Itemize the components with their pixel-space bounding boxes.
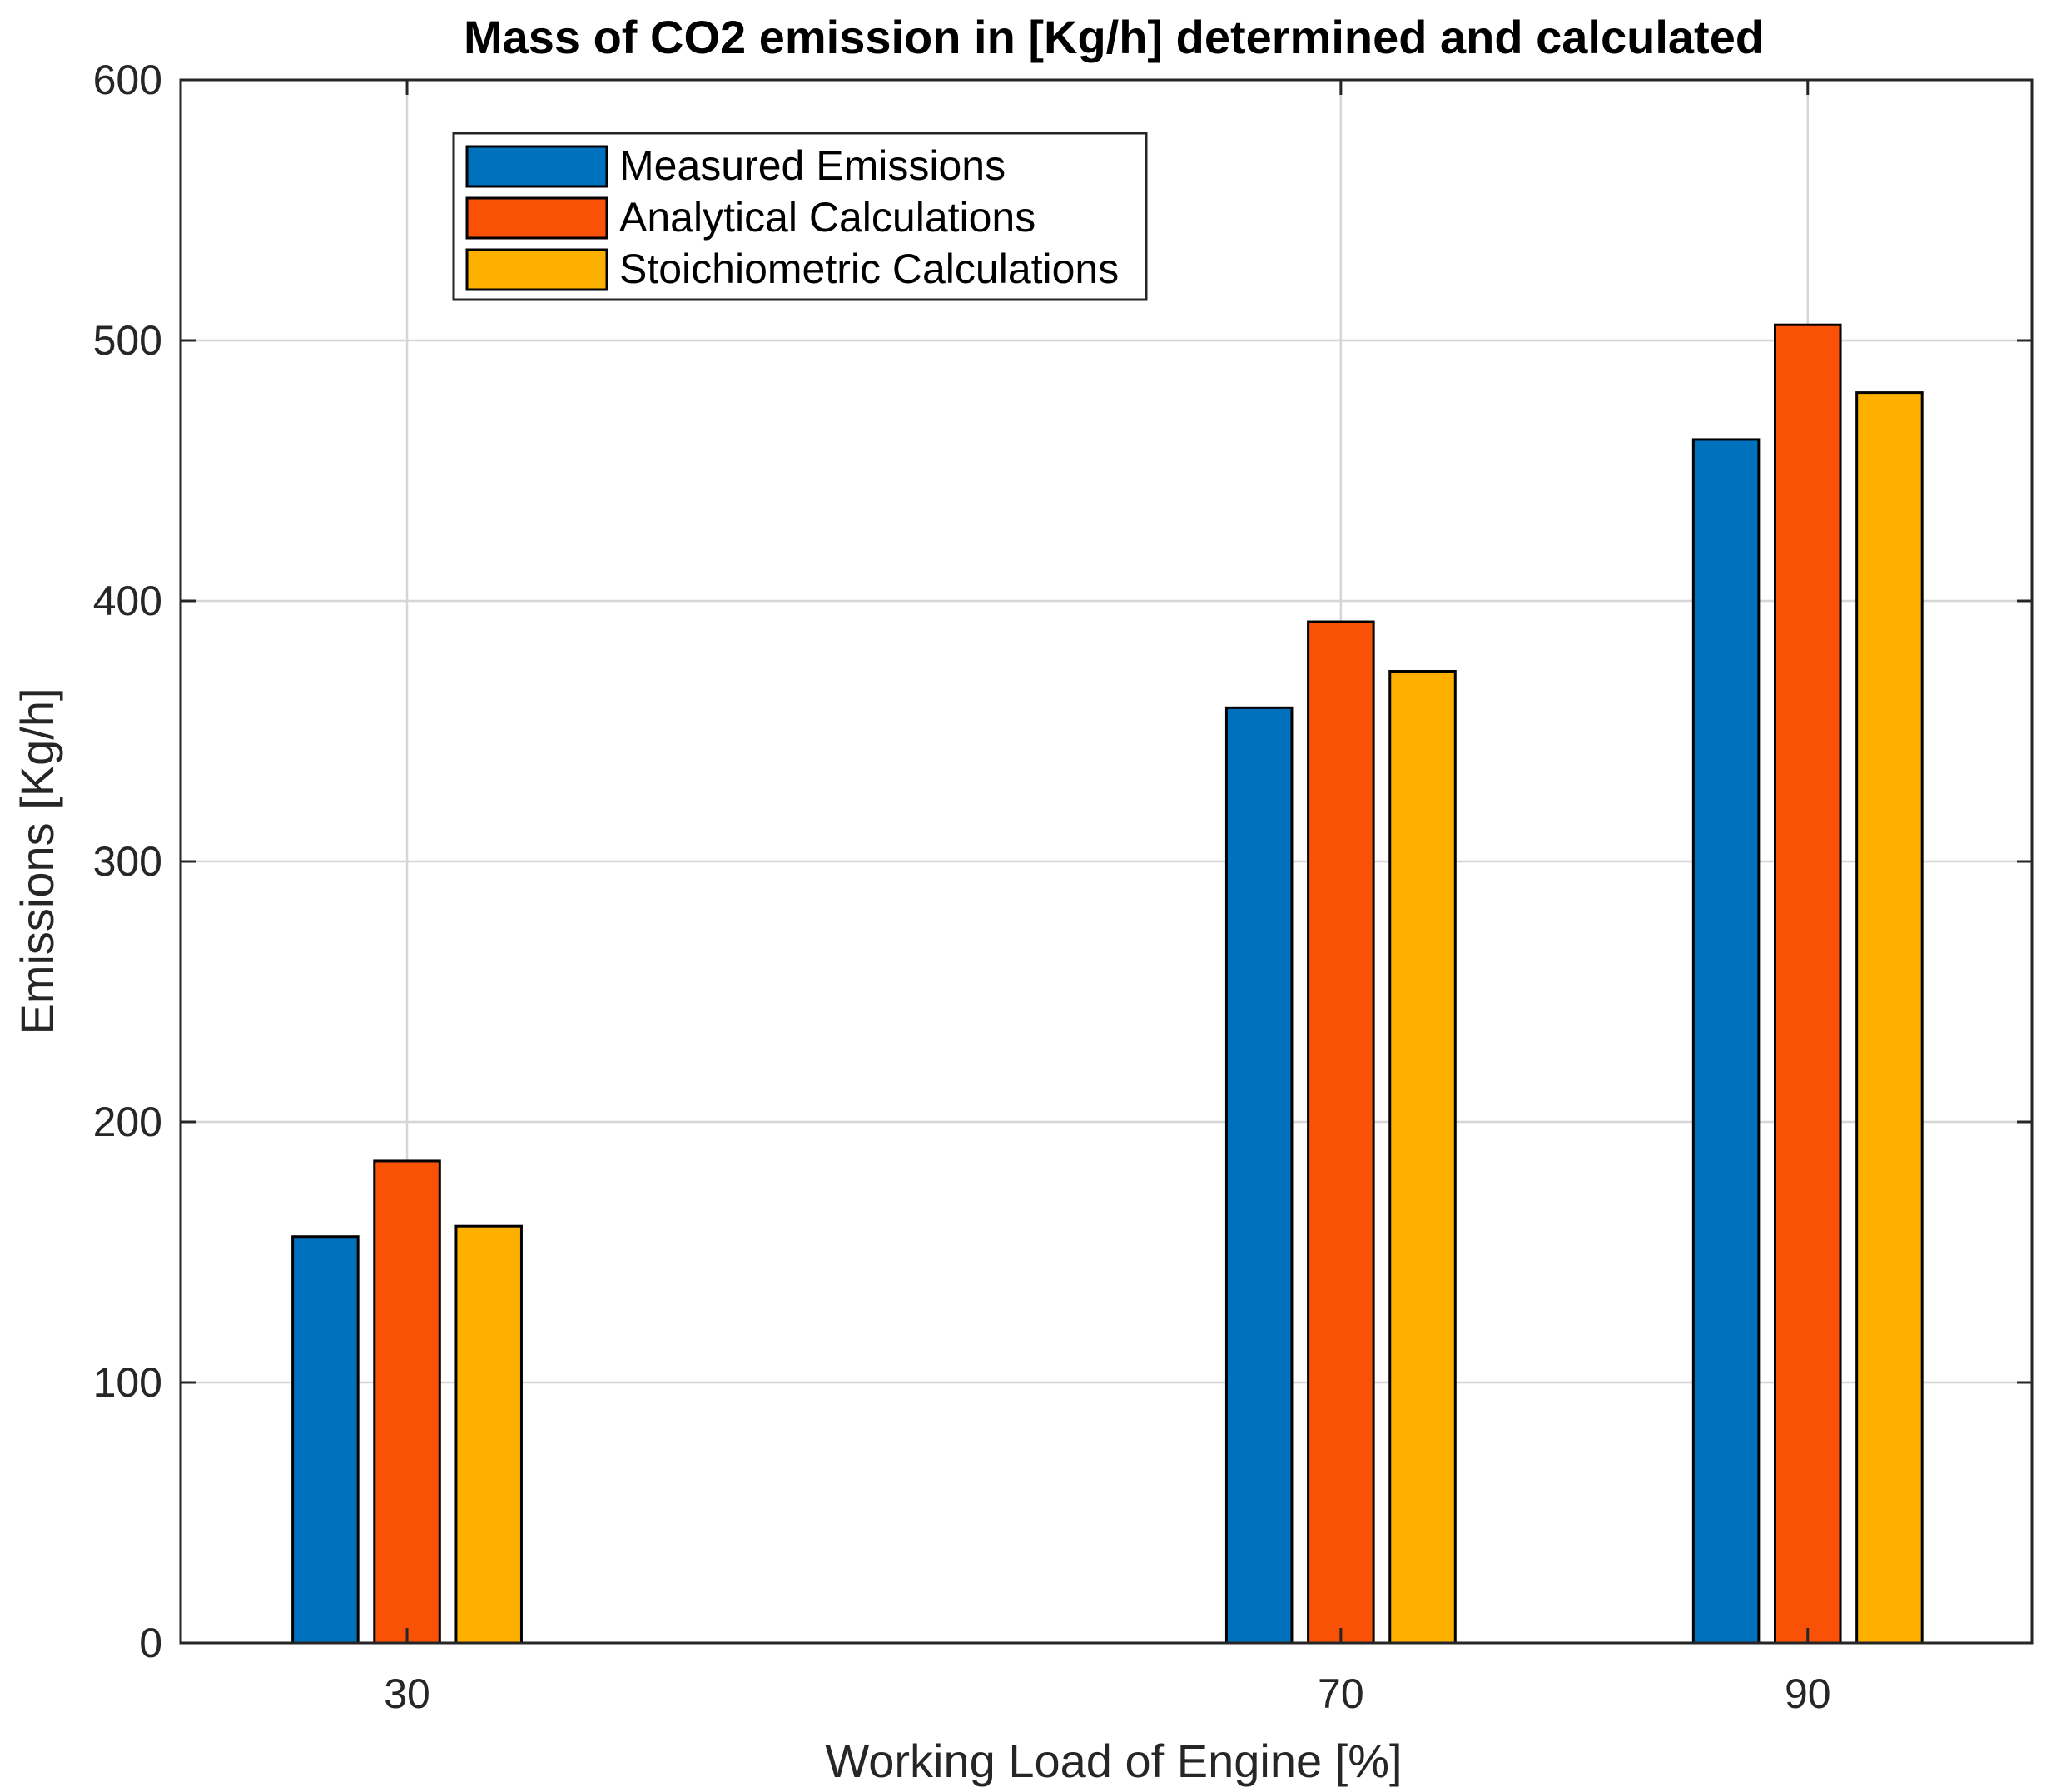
legend-label: Analytical Calculations bbox=[619, 194, 1035, 241]
bar-stoichiometric-calculations-30 bbox=[454, 1224, 523, 1645]
bar-stoichiometric-calculations-90 bbox=[1855, 391, 1924, 1645]
y-tick-label: 100 bbox=[93, 1359, 162, 1406]
legend-label: Stoichiometric Calculations bbox=[619, 246, 1119, 292]
x-tick-label: 30 bbox=[384, 1670, 430, 1717]
x-tick-label: 70 bbox=[1318, 1670, 1364, 1717]
legend-swatch bbox=[465, 248, 608, 291]
x-tick-label: 90 bbox=[1785, 1670, 1831, 1717]
x-axis-ticks: 30 70 90 bbox=[384, 80, 1831, 1717]
y-tick-label: 0 bbox=[139, 1620, 162, 1666]
y-tick-label: 500 bbox=[93, 317, 162, 364]
legend-swatch bbox=[465, 196, 608, 240]
bar-measured-emissions-30 bbox=[291, 1235, 360, 1645]
chart-title: Mass of CO2 emission in [Kg/h] determine… bbox=[464, 11, 1764, 63]
x-axis-label: Working Load of Engine [%] bbox=[825, 1735, 1402, 1787]
y-axis-ticks: 0 100 200 300 400 500 600 bbox=[93, 57, 2032, 1666]
legend-label: Measured Emissions bbox=[619, 142, 1006, 189]
bar-analytical-calculations-30 bbox=[373, 1159, 441, 1645]
bar-analytical-calculations-90 bbox=[1774, 323, 1842, 1645]
bar-analytical-calculations-70 bbox=[1307, 620, 1375, 1645]
bar-stoichiometric-calculations-70 bbox=[1388, 670, 1457, 1645]
y-tick-label: 200 bbox=[93, 1099, 162, 1145]
y-tick-label: 300 bbox=[93, 838, 162, 885]
y-axis-label: Emissions [Kg/h] bbox=[11, 688, 63, 1035]
y-tick-label: 600 bbox=[93, 57, 162, 103]
y-tick-label: 400 bbox=[93, 578, 162, 624]
bar-measured-emissions-90 bbox=[1691, 438, 1761, 1645]
bar-measured-emissions-70 bbox=[1224, 706, 1294, 1645]
bar-series-group bbox=[291, 323, 1924, 1645]
legend-swatch bbox=[465, 145, 608, 188]
legend: Measured Emissions Analytical Calculation… bbox=[452, 132, 1148, 301]
